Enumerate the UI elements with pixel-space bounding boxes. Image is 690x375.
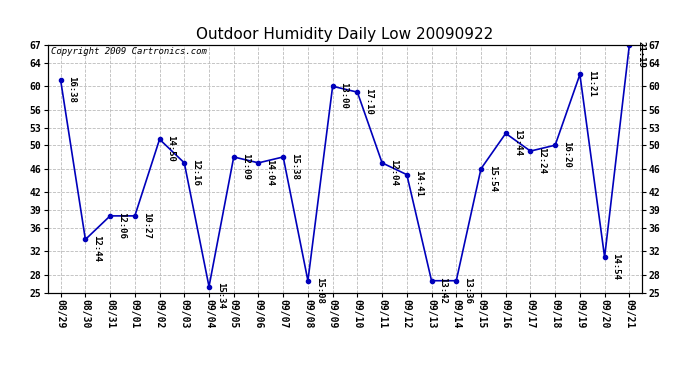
Text: 13:36: 13:36 [463,276,472,303]
Title: Outdoor Humidity Daily Low 20090922: Outdoor Humidity Daily Low 20090922 [197,27,493,42]
Text: 12:16: 12:16 [191,159,200,186]
Text: 11:21: 11:21 [586,70,596,97]
Text: 10:27: 10:27 [141,212,151,238]
Text: 14:41: 14:41 [414,171,423,197]
Text: 16:38: 16:38 [68,76,77,103]
Text: 13:00: 13:00 [339,82,348,109]
Text: 14:04: 14:04 [266,159,275,186]
Text: 16:20: 16:20 [562,141,571,168]
Text: 13:42: 13:42 [438,276,448,303]
Text: 15:54: 15:54 [488,165,497,192]
Text: 12:44: 12:44 [92,235,101,262]
Text: 21:19: 21:19 [636,41,645,68]
Text: 14:50: 14:50 [166,135,175,162]
Text: 15:34: 15:34 [216,282,225,309]
Text: 15:08: 15:08 [315,276,324,303]
Text: Copyright 2009 Cartronics.com: Copyright 2009 Cartronics.com [51,48,207,57]
Text: 14:54: 14:54 [611,253,620,280]
Text: 12:04: 12:04 [389,159,398,186]
Text: 15:38: 15:38 [290,153,299,180]
Text: 12:06: 12:06 [117,212,126,238]
Text: 12:24: 12:24 [538,147,546,174]
Text: 17:10: 17:10 [364,88,373,115]
Text: 13:44: 13:44 [513,129,522,156]
Text: 12:09: 12:09 [241,153,250,180]
